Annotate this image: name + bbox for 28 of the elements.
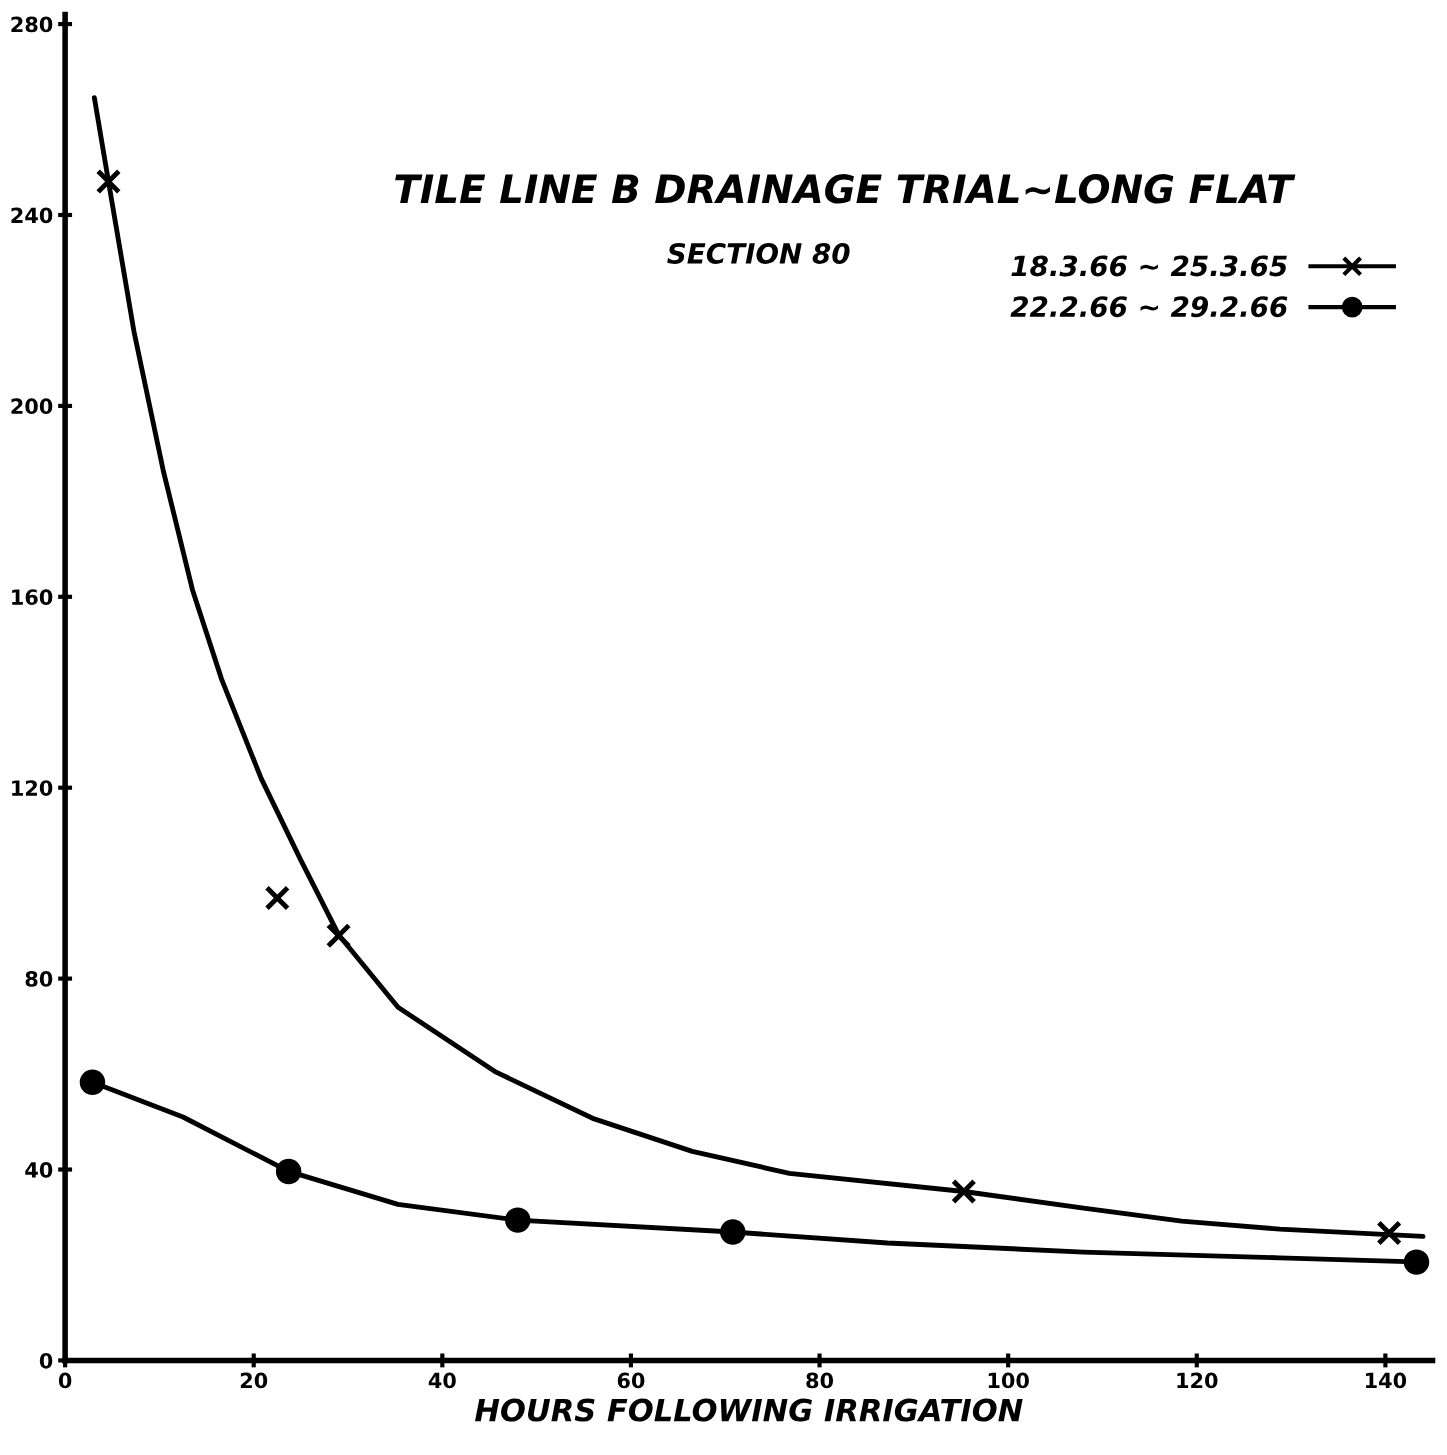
x-tick-label: 140 — [1365, 1372, 1407, 1389]
y-tick-label: 200 — [11, 398, 53, 415]
x-tick-label: 20 — [240, 1372, 268, 1389]
point — [505, 1207, 531, 1233]
y-tick-label: 0 — [39, 1352, 53, 1369]
text: TILE LINE B DRAINAGE TRIAL~LONG FLAT — [395, 174, 1296, 204]
legend-label: 22.2.66 ~ 29.2.66 — [1010, 296, 1288, 318]
point — [720, 1219, 746, 1245]
x-axis-title: HOURS FOLLOWING IRRIGATION — [475, 1398, 1023, 1422]
y-tick-label: 280 — [11, 16, 53, 33]
legend-label: 18.3.66 ~ 25.3.65 — [1011, 255, 1287, 277]
y-tick-label: 80 — [25, 971, 53, 987]
point — [275, 1158, 302, 1185]
text: SECTION 80 — [667, 242, 850, 264]
y-tick-label: 40 — [25, 1161, 53, 1178]
x-tick-label: 60 — [617, 1372, 645, 1389]
y-tick-label: 120 — [12, 780, 53, 796]
point — [1376, 1220, 1402, 1246]
x-tick-label: 120 — [1177, 1372, 1218, 1389]
point — [1403, 1249, 1430, 1275]
y-tick-label: 240 — [11, 207, 53, 224]
x-tick-label: 40 — [428, 1372, 456, 1389]
point — [79, 1069, 106, 1095]
x-tick-label: 100 — [988, 1372, 1029, 1389]
x-tick-label: 0 — [58, 1372, 72, 1389]
x-tick-label: 80 — [806, 1372, 834, 1389]
y-tick-label: 160 — [12, 589, 53, 606]
point — [264, 885, 291, 911]
